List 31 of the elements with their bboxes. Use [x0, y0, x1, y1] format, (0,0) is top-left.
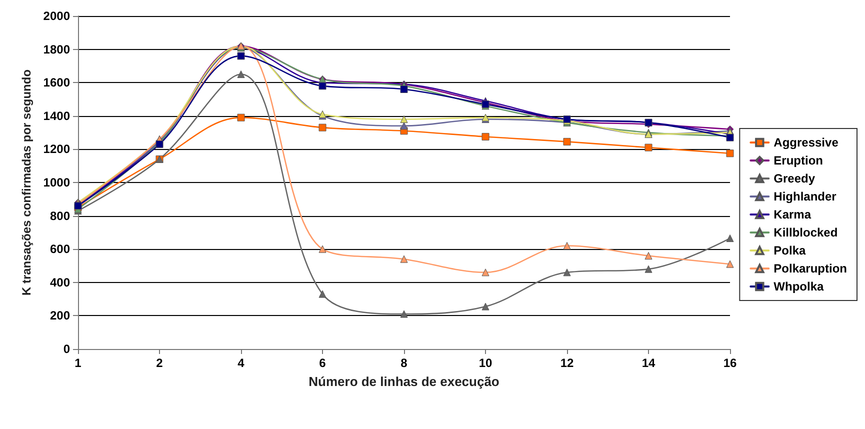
y-tick-label: 2000 [43, 9, 70, 23]
y-tick-label: 200 [50, 308, 70, 323]
legend-label: Karma [774, 208, 812, 222]
y-tick-label: 400 [50, 275, 70, 290]
x-tick-label: 16 [723, 356, 737, 370]
y-tick-label: 1600 [43, 76, 70, 90]
x-tick-label: 6 [319, 356, 326, 370]
x-tick-label: 4 [238, 356, 245, 370]
x-tick-label: 14 [642, 356, 656, 370]
legend-label: Highlander [774, 190, 837, 204]
legend-label: Aggressive [774, 136, 839, 150]
legend-label: Whpolka [774, 280, 824, 294]
y-tick-label: 1000 [43, 176, 70, 190]
legend-label: Eruption [774, 154, 823, 168]
x-tick-label: 10 [478, 356, 492, 370]
x-tick-label: 2 [156, 356, 164, 370]
legend-label: Polka [774, 244, 806, 258]
y-tick-label: 600 [50, 242, 70, 256]
y-tick-label: 1200 [43, 142, 70, 156]
x-tick-label: 12 [560, 356, 574, 370]
y-tick-label: 1400 [43, 108, 70, 123]
legend-label: Killblocked [774, 226, 838, 240]
y-tick-label: 1800 [43, 42, 70, 56]
y-tick-label: 800 [50, 208, 70, 223]
y-axis-title: K transações confirmadas por segundo [19, 69, 34, 296]
legend-label: Greedy [774, 172, 816, 186]
x-tick-label: 1 [74, 356, 82, 370]
x-tick-label: 8 [400, 356, 408, 370]
y-tick-label: 0 [63, 342, 70, 356]
legend-label: Polkaruption [774, 262, 848, 276]
x-axis-title: Número de linhas de execução [308, 374, 500, 389]
